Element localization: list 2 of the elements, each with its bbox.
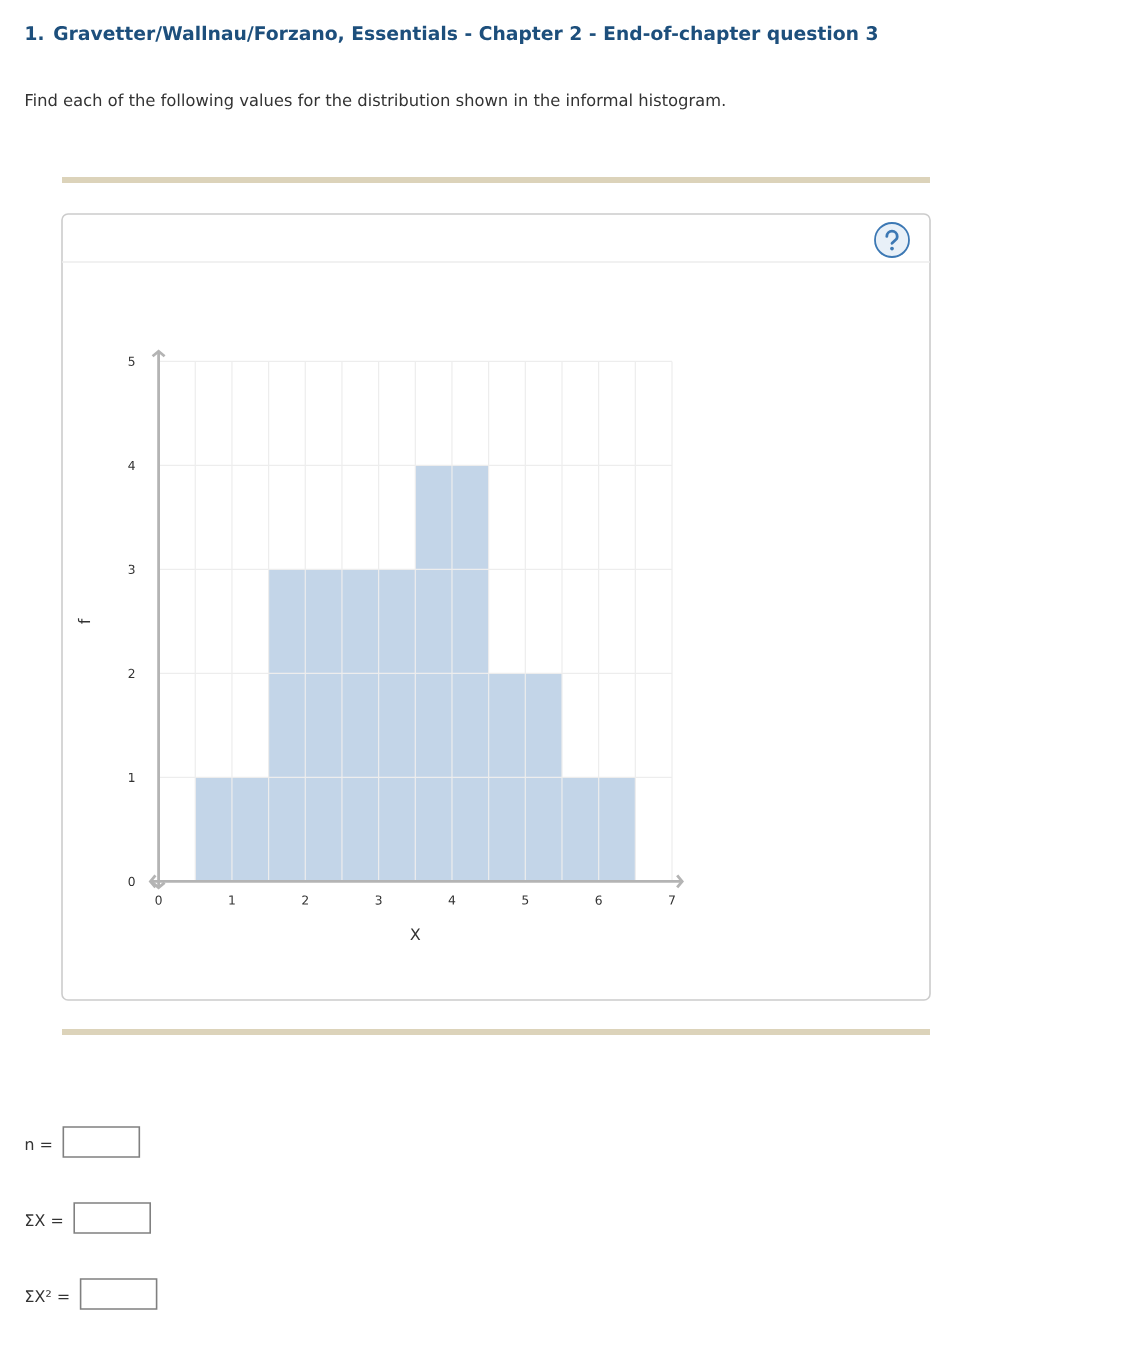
- chart-subtitle: Find each of the following values for the distribution shown in the informal histogram.: [25, 93, 725, 110]
- chart-title: 1. Gravetter/Wallnau/Forzano, Essentials - Chapter 2 - End-of-chapter question 3: [26, 25, 878, 44]
